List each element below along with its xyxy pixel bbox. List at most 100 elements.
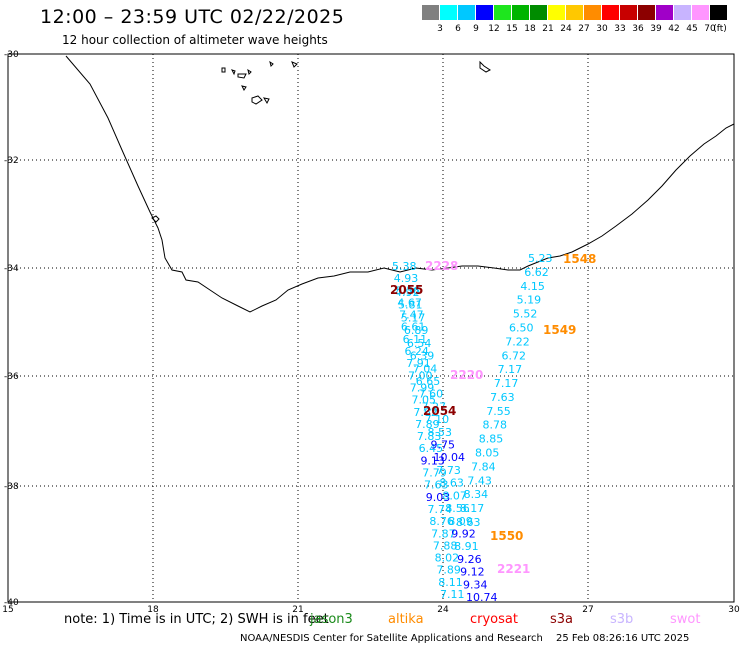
wave-height-value-east: 6.72: [501, 349, 526, 362]
wave-height-value-east: 4.15: [520, 280, 545, 293]
footnote: note: 1) Time is in UTC; 2) SWH is in fe…: [64, 612, 329, 627]
scale-swatch: [458, 5, 475, 20]
scale-label: 6: [455, 24, 461, 34]
altimeter-tracks: 5.384.935.364.677.476.616.116.247.917.00…: [390, 252, 596, 604]
satellite-legend-item: s3a: [550, 612, 574, 627]
wave-height-value-mid: 8.07: [442, 489, 467, 502]
latitude-label: -36: [4, 372, 19, 382]
wave-height-value-west: 8.02: [435, 552, 460, 565]
wave-height-value-mid: 8.53: [428, 426, 453, 439]
island: [151, 215, 160, 223]
coastline: [65, 55, 735, 313]
scale-label: (ft): [713, 24, 727, 34]
wave-height-value-west: 7.79: [422, 467, 447, 480]
scale-swatch: [548, 5, 565, 20]
wave-height-value-west: 7.99: [410, 381, 435, 394]
wave-height-value-mid: 9.92: [451, 527, 476, 540]
wave-height-value-mid: 8.56: [445, 502, 470, 515]
scale-swatch: [566, 5, 583, 20]
satellite-legend-item: swot: [670, 612, 701, 627]
wave-height-value-west: 8.11: [438, 576, 463, 589]
scale-label: 18: [524, 24, 536, 34]
satellite-legend-item: cryosat: [470, 612, 518, 627]
wave-height-value-mid: 5.17: [401, 311, 426, 324]
wave-height-value-west: 8.76: [429, 515, 454, 528]
longitude-label: 21: [292, 605, 303, 615]
wave-height-value-mid: 5.81: [398, 299, 423, 312]
cycle-number-label: 2055: [390, 283, 423, 297]
wave-height-value-east: 5.19: [517, 294, 542, 307]
wave-height-value-west: 7.47: [399, 309, 424, 322]
wave-height-value-west: 6.24: [404, 345, 429, 358]
scale-swatch: [638, 5, 655, 20]
wave-height-value-mid: 4.92: [395, 286, 420, 299]
scale-label: 45: [686, 24, 698, 34]
wave-height-value-mid: 7.27: [422, 400, 447, 413]
wave-height-value-west: 7.91: [406, 357, 431, 370]
scale-label: 24: [560, 24, 572, 34]
wave-height-value-mid: 7.10: [425, 413, 450, 426]
wave-height-value-mid: 9.26: [457, 553, 482, 566]
scale-label: 39: [650, 24, 662, 34]
wave-height-value-east: 5.23: [528, 252, 553, 265]
scale-swatch: [512, 5, 529, 20]
wave-height-value-east: 8.78: [483, 419, 508, 432]
wave-height-value-east: 6.62: [524, 266, 549, 279]
longitude-label: 30: [728, 605, 740, 615]
wave-height-value-mid: 6.89: [404, 324, 429, 337]
latitude-label: -30: [4, 50, 19, 60]
wave-height-value-mid: 10.04: [433, 451, 465, 464]
cycle-number-label: 2228: [425, 259, 458, 273]
scale-label: 30: [596, 24, 608, 34]
scale-swatch: [440, 5, 457, 20]
cycle-number-label: 1550: [490, 529, 523, 543]
scale-swatch: [674, 5, 691, 20]
latitude-label: -40: [4, 598, 19, 608]
wave-height-value-mid: 8.09: [448, 515, 473, 528]
wave-height-value-west: 5.36: [396, 284, 421, 297]
island: [479, 60, 491, 73]
scale-swatch: [530, 5, 547, 20]
map-title: 12:00 – 23:59 UTC 02/22/2025: [40, 6, 345, 28]
wave-height-value-east: 7.84: [471, 460, 496, 473]
wave-height-value-west: 4.67: [397, 296, 422, 309]
wave-height-value-east: 5.52: [513, 308, 538, 321]
scale-label: 12: [488, 24, 500, 34]
cycle-number-label: 2221: [497, 562, 530, 576]
scale-label: 33: [614, 24, 626, 34]
wave-height-value-west: 7.11: [440, 588, 465, 601]
satellite-legend-item: altika: [388, 612, 424, 627]
map-subtitle: 12 hour collection of altimeter wave hei…: [62, 33, 328, 47]
cycle-number-label: 1549: [543, 323, 576, 337]
wave-height-value-west: 9.03: [426, 491, 451, 504]
wave-height-value-east: 8.63: [456, 516, 481, 529]
graticule: [8, 54, 734, 602]
wave-height-value-east: 7.17: [494, 377, 519, 390]
wave-height-value-west: 7.83: [417, 430, 442, 443]
scale-label: 70: [704, 24, 716, 34]
wave-height-value-mid: 7.60: [419, 388, 444, 401]
wave-height-value-west: 5.38: [392, 260, 417, 273]
scale-swatch: [422, 5, 439, 20]
wave-height-value-east: 8.85: [479, 433, 504, 446]
wave-height-value-west: 4.93: [394, 272, 419, 285]
satellite-legend-item: s3b: [610, 612, 634, 627]
wave-height-value-mid: 7.04: [413, 362, 438, 375]
wave-height-value-west: 9.13: [420, 454, 445, 467]
scale-swatch: [476, 5, 493, 20]
wave-height-value-east: 7.22: [505, 335, 530, 348]
wave-height-value-west: 7.74: [428, 503, 453, 516]
wave-height-value-east: 8.34: [464, 488, 489, 501]
wave-height-value-west: 6.11: [403, 333, 428, 346]
longitude-label: 15: [2, 605, 13, 615]
island: [221, 60, 298, 105]
wave-height-value-east: 8.05: [475, 447, 500, 460]
scale-label: 42: [668, 24, 680, 34]
wave-height-value-east: 7.55: [486, 405, 511, 418]
wave-height-value-mid: 9.12: [460, 566, 485, 579]
wave-height-value-mid: 7.73: [436, 464, 461, 477]
wave-height-value-west: 7.00: [408, 369, 433, 382]
latitude-label: -34: [4, 264, 19, 274]
